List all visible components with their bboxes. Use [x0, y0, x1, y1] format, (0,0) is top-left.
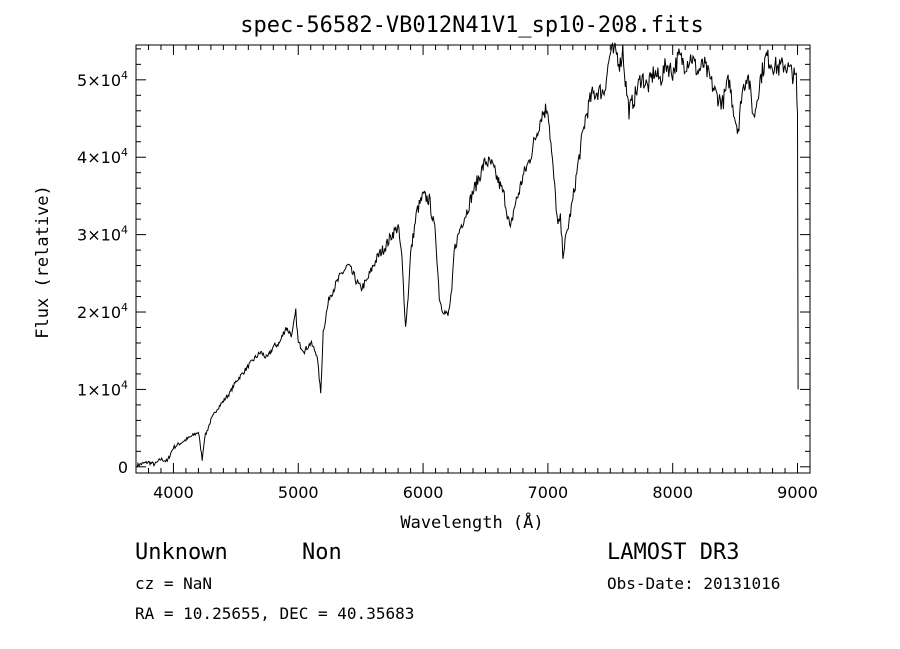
coordinates-label: RA = 10.25655, DEC = 40.35683 — [135, 604, 414, 623]
object-subclass: Non — [302, 540, 342, 565]
x-tick-label: 4000 — [153, 483, 194, 502]
x-tick-label: 6000 — [403, 483, 444, 502]
plot-border — [135, 44, 811, 474]
x-tick-label: 5000 — [278, 483, 319, 502]
y-tick-label: 1×104 — [77, 378, 128, 399]
plot-frame — [135, 44, 811, 474]
y-tick-label: 0 — [118, 458, 128, 477]
x-tick-label: 7000 — [528, 483, 569, 502]
y-tick-label: 4×104 — [77, 146, 128, 167]
chart-title: spec-56582-VB012N41V1_sp10-208.fits — [240, 13, 704, 38]
y-tick-label: 2×104 — [77, 301, 128, 322]
y-tick-label: 5×104 — [77, 69, 128, 90]
x-tick-label: 8000 — [652, 483, 693, 502]
series-group — [136, 42, 799, 468]
redshift-label: cz = NaN — [135, 574, 212, 593]
object-class: Unknown — [135, 540, 228, 565]
x-tick-label: 9000 — [777, 483, 818, 502]
obs-date-label: Obs-Date: 20131016 — [607, 574, 780, 593]
survey-label: LAMOST DR3 — [607, 540, 739, 565]
x-axis-label: Wavelength (Å) — [400, 511, 543, 533]
y-axis-ticks: 0 1×104 2×104 3×104 4×104 5×104 — [77, 48, 810, 477]
y-tick-label: 3×104 — [77, 224, 128, 245]
x-axis-ticks: 4000 5000 6000 7000 8000 9000 — [135, 45, 818, 502]
series-line-flux — [136, 42, 799, 468]
y-axis-label: Flux (relative) — [33, 185, 53, 339]
